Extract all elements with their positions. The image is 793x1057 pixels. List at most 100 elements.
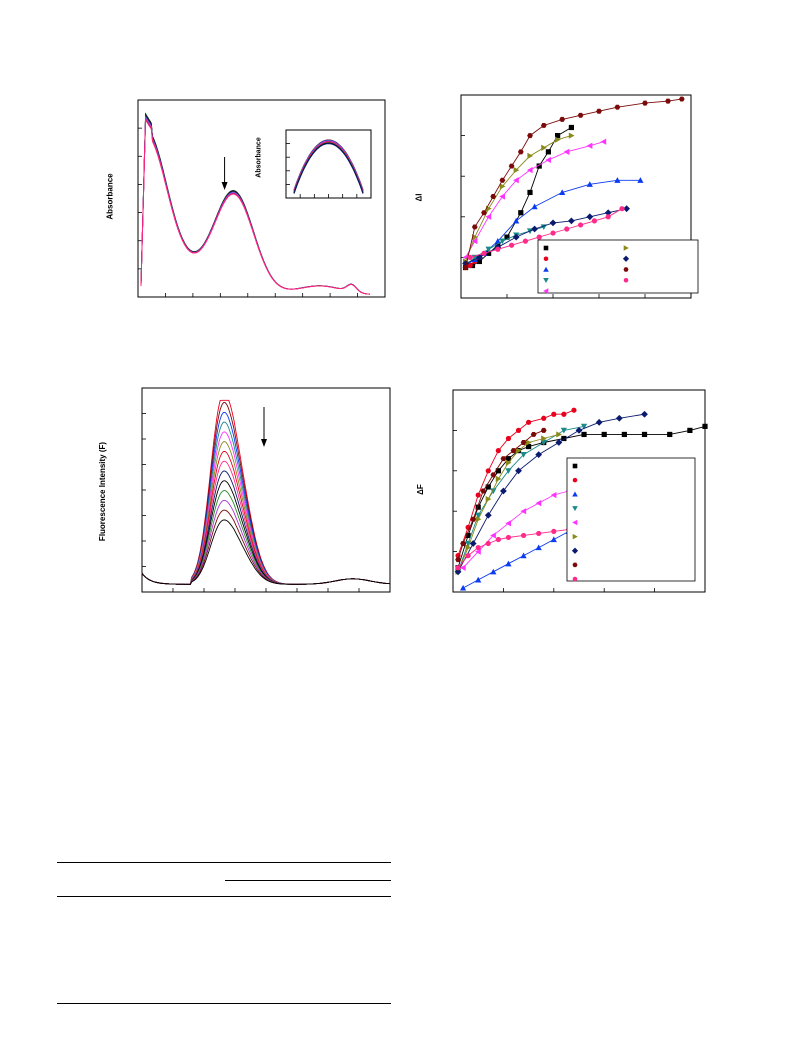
data-point <box>500 456 507 462</box>
data-point <box>485 468 491 474</box>
data-point <box>517 149 524 155</box>
data-point <box>571 547 579 554</box>
data-point <box>467 254 473 260</box>
data-point <box>490 194 497 199</box>
data-point <box>531 203 538 210</box>
data-point <box>550 230 556 236</box>
data-point <box>495 475 502 482</box>
data-point <box>510 448 517 454</box>
data-point <box>465 544 472 551</box>
data-point <box>515 427 522 433</box>
data-point <box>535 544 542 551</box>
delta-i-chart <box>460 94 699 299</box>
data-point <box>623 277 629 283</box>
data-point <box>667 431 673 438</box>
data-point <box>572 576 578 582</box>
data-point <box>551 528 557 534</box>
data-point <box>604 209 612 217</box>
fit-curve <box>465 98 682 268</box>
fluorescence-curve <box>141 441 391 585</box>
data-point <box>505 435 512 442</box>
data-point <box>490 568 497 575</box>
data-point <box>485 495 492 503</box>
data-point <box>545 156 551 164</box>
fluorescence-panel: Fluorescence Intensity (F) <box>98 385 395 600</box>
data-point <box>572 519 578 526</box>
data-point <box>702 423 708 429</box>
data-point <box>550 536 557 543</box>
data-point <box>518 210 524 216</box>
data-point <box>540 122 547 128</box>
data-point <box>475 548 481 555</box>
fluorescence-chart <box>141 387 391 593</box>
data-point <box>637 177 644 183</box>
data-point <box>665 98 671 104</box>
data-point <box>531 225 538 233</box>
data-point <box>535 451 543 459</box>
data-point <box>621 431 627 438</box>
inset-curve <box>293 143 364 194</box>
data-point <box>495 448 501 454</box>
data-point <box>536 163 542 169</box>
data-point <box>614 177 621 183</box>
data-point <box>543 277 549 284</box>
data-point <box>515 447 522 454</box>
data-point <box>476 254 483 261</box>
data-point <box>459 564 466 571</box>
fluorescence-curve <box>141 460 391 585</box>
data-point <box>460 541 466 546</box>
fluorescence-curve <box>141 399 391 585</box>
data-point <box>454 568 462 576</box>
fluorescence-curve <box>141 402 391 585</box>
data-point <box>572 491 578 497</box>
data-point <box>515 467 522 475</box>
data-point <box>586 181 593 187</box>
fluorescence-curve <box>141 480 391 585</box>
data-point <box>475 492 481 498</box>
delta-i-panel: ΔI <box>405 94 705 305</box>
data-point <box>615 414 623 422</box>
data-point <box>581 431 587 438</box>
data-point <box>568 217 575 225</box>
data-point <box>455 557 461 563</box>
data-point <box>490 472 497 478</box>
plot-frame <box>460 94 692 299</box>
data-point <box>505 468 512 474</box>
data-point <box>549 219 557 227</box>
data-point <box>540 427 547 433</box>
data-point <box>505 520 512 527</box>
data-point <box>619 206 625 212</box>
data-point <box>586 213 594 221</box>
data-point <box>485 213 492 220</box>
data-point <box>490 488 497 495</box>
data-point <box>561 435 567 442</box>
data-point <box>485 540 491 547</box>
data-point <box>462 265 469 271</box>
data-point <box>520 440 527 445</box>
data-point <box>687 427 693 433</box>
data-point <box>476 258 482 265</box>
data-point <box>540 439 547 446</box>
data-point <box>572 533 578 540</box>
data-point <box>459 584 467 591</box>
data-point <box>543 245 549 251</box>
data-point <box>505 456 512 462</box>
data-point <box>471 224 478 230</box>
data-point <box>471 238 478 245</box>
data-point <box>623 245 629 251</box>
fluorescence-curve <box>141 431 391 585</box>
data-point <box>484 511 492 519</box>
data-point <box>564 226 570 232</box>
data-point <box>455 565 461 571</box>
data-point <box>623 267 629 272</box>
data-point <box>642 100 648 106</box>
data-point <box>555 439 563 446</box>
data-point <box>541 435 547 442</box>
data-point <box>568 124 574 131</box>
data-point <box>527 133 533 139</box>
data-point <box>505 560 512 567</box>
data-point <box>475 544 481 551</box>
data-point <box>530 431 537 437</box>
data-point <box>495 468 501 474</box>
data-point <box>486 250 492 256</box>
